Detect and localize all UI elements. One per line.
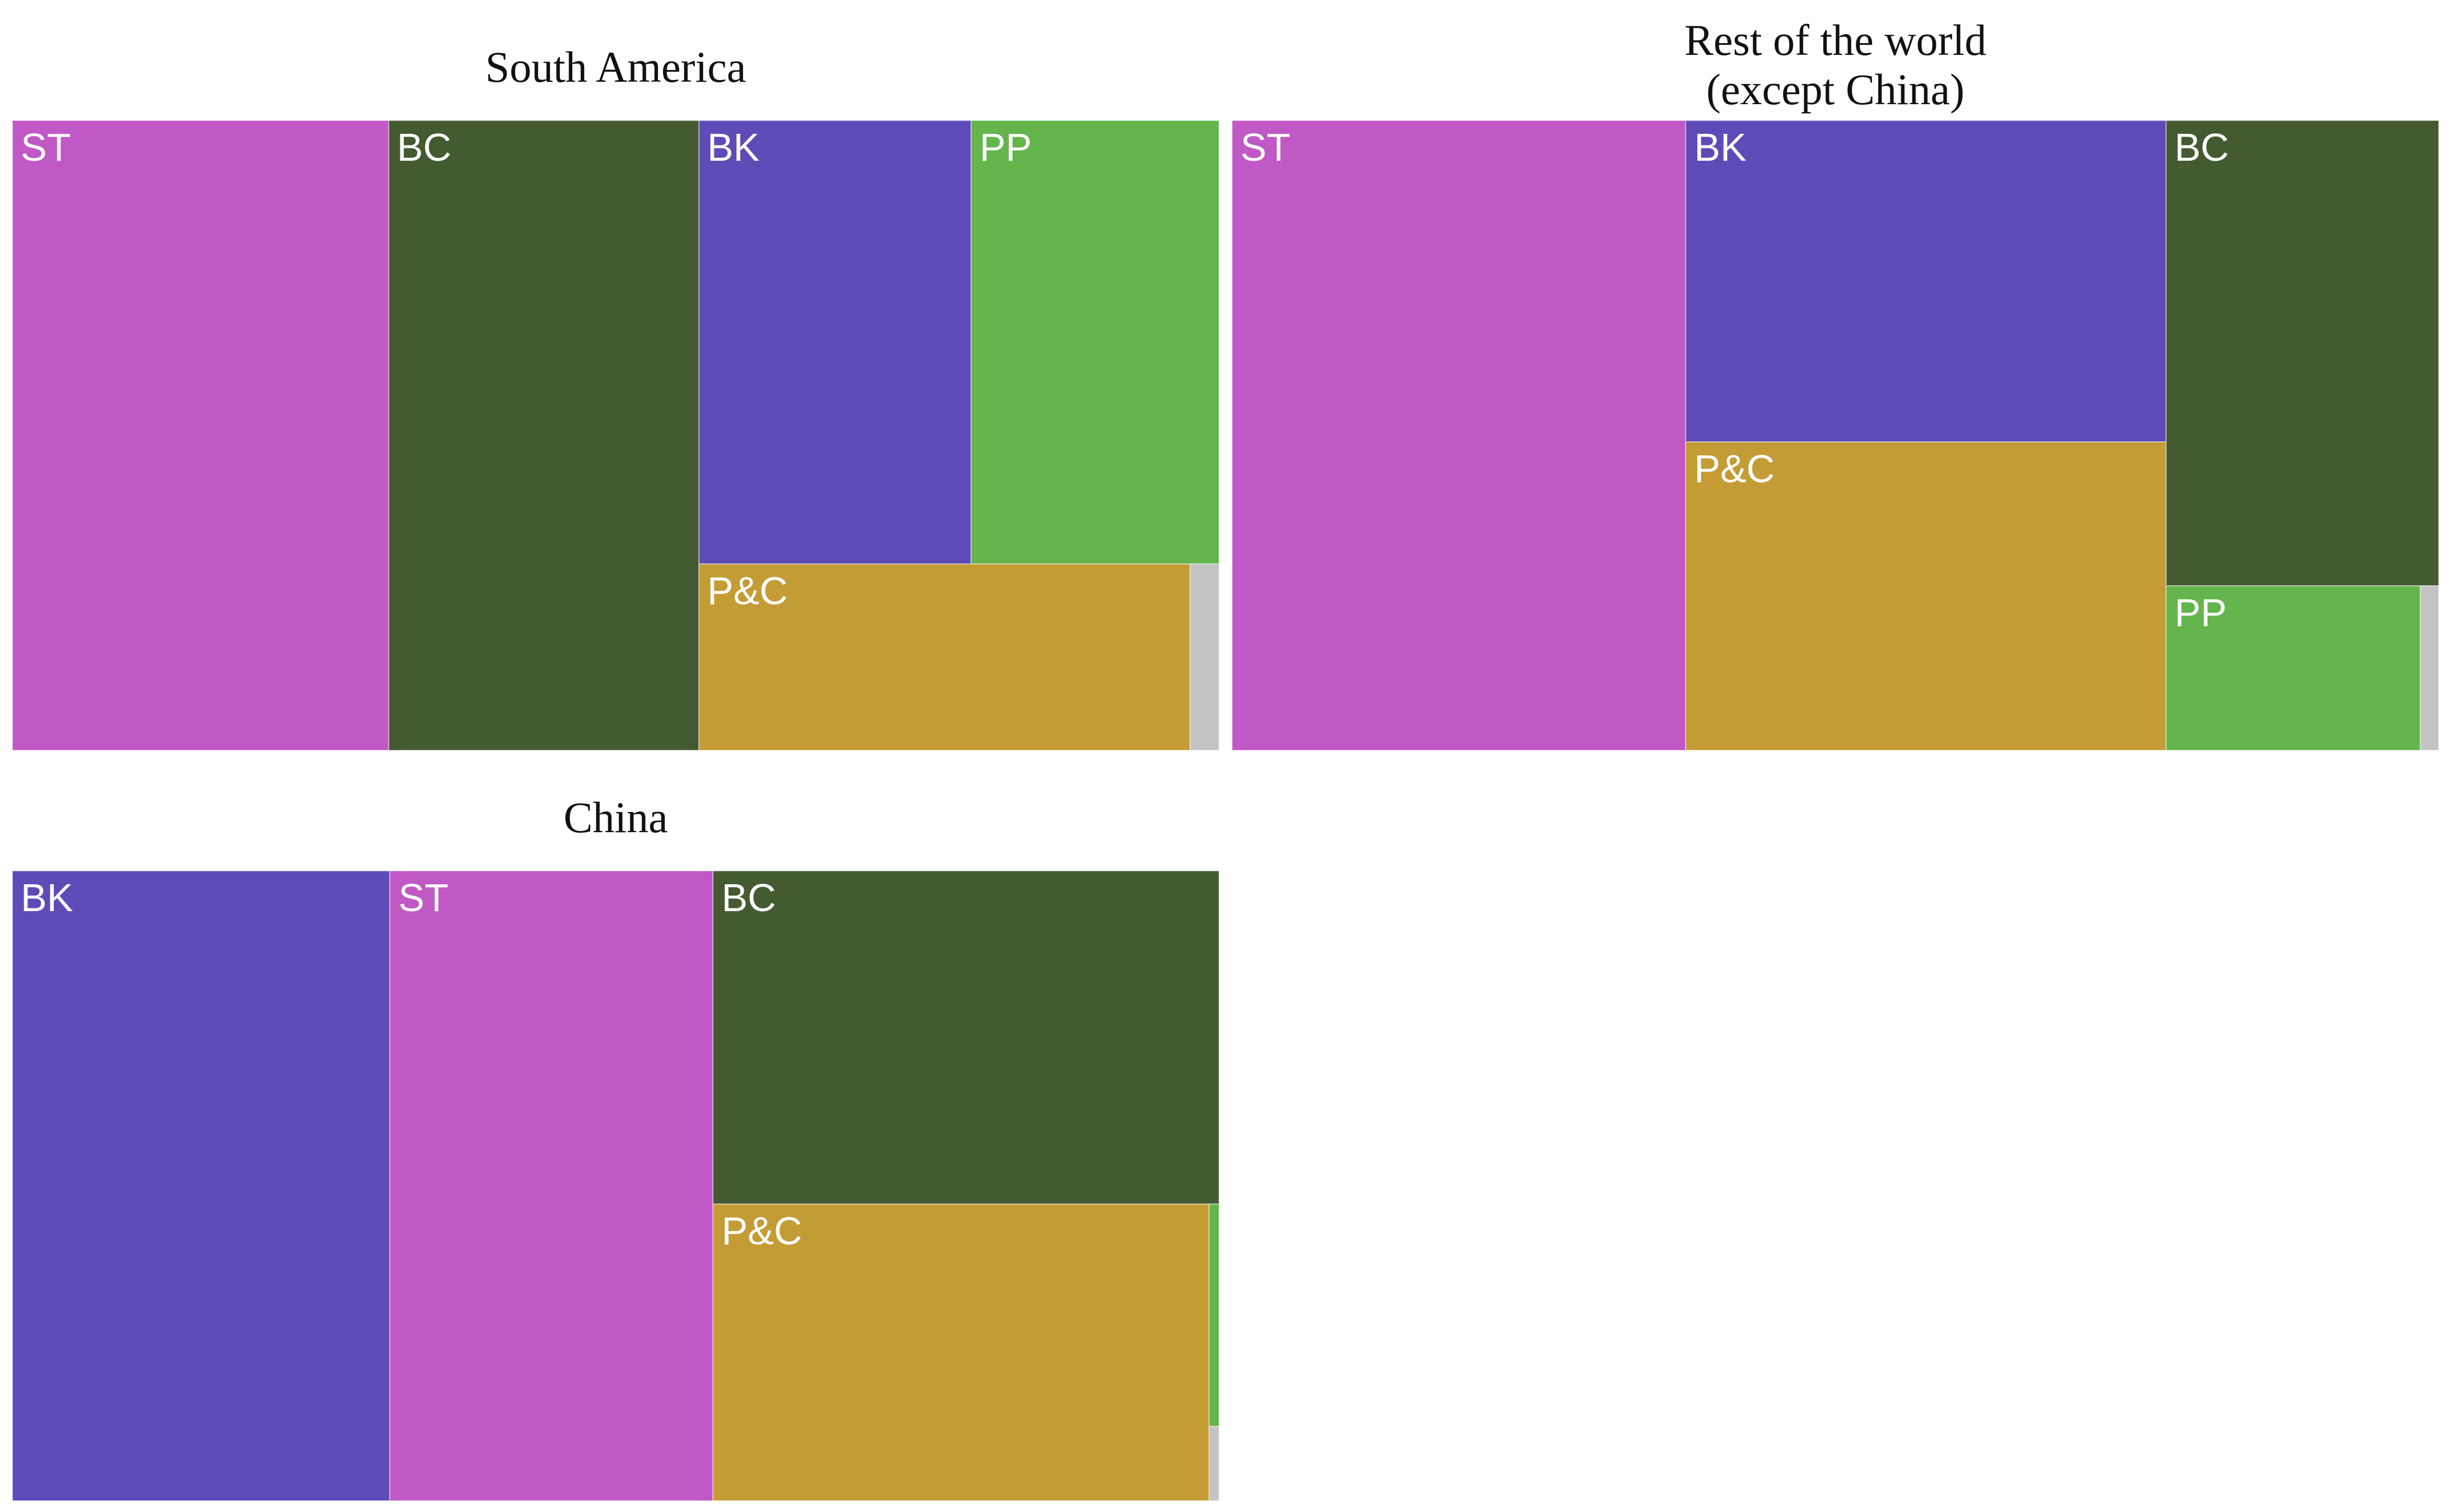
treemap-tile-bc: BC [713,871,1219,1204]
treemap-tile-p-c: P&C [698,564,1191,750]
treemap-tile-p-c: P&C [1686,441,2166,750]
tile-label: BC [2174,125,2229,169]
treemap-tile-bk: BK [698,120,972,564]
treemap-tile-pp: PP [971,120,1219,564]
tile-label: BC [396,125,452,169]
treemap-tile-pp: PP [2166,586,2420,750]
treemap-tile-p-c: P&C [713,1203,1209,1501]
panel-title: Rest of the world (except China) [1684,16,1987,114]
tile-label: ST [398,876,449,920]
tile-label: ST [1240,125,1291,169]
tile-label: BK [1694,125,1747,169]
treemap-tile-other [1208,1426,1219,1501]
treemap-tile-st: ST [390,871,713,1501]
tile-label: BK [707,125,760,169]
treemap-tile-other [1190,564,1219,750]
treemap-tile-other [2420,586,2439,750]
tile-label: BC [721,876,776,920]
tile-label: PP [979,125,1032,169]
treemap-tile-bk: BK [12,871,390,1501]
treemap-panel-south-america: South America ST BC BK PP P&C [12,39,1219,750]
panel-title: South America [485,43,746,91]
treemap-tile-other [1208,1203,1219,1427]
treemap-tile-bc: BC [2166,120,2439,586]
tile-label: P&C [1694,446,1775,491]
tile-label: ST [21,125,71,169]
treemap-plot: ST BK P&C BC PP [1232,120,2439,750]
treemap-panel-rest-of-world: Rest of the world (except China) ST BK P&C… [1232,11,2439,750]
tile-label: P&C [721,1208,802,1253]
treemap-plot: BK ST BC P&C [12,871,1219,1501]
panel-title: China [563,793,668,842]
treemap-tile-bc: BC [388,120,699,750]
treemap-tile-st: ST [12,120,389,750]
treemap-tile-bk: BK [1686,120,2166,442]
tile-label: BK [21,876,73,920]
treemap-plot: ST BC BK PP P&C [12,120,1219,750]
treemap-panel-china: China BK ST BC P&C [12,790,1219,1501]
treemap-tile-st: ST [1232,120,1686,750]
tile-label: PP [2174,591,2227,635]
tile-label: P&C [707,569,788,613]
